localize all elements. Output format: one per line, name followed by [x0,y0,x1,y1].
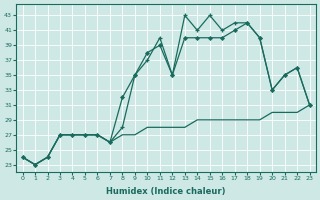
X-axis label: Humidex (Indice chaleur): Humidex (Indice chaleur) [106,187,226,196]
